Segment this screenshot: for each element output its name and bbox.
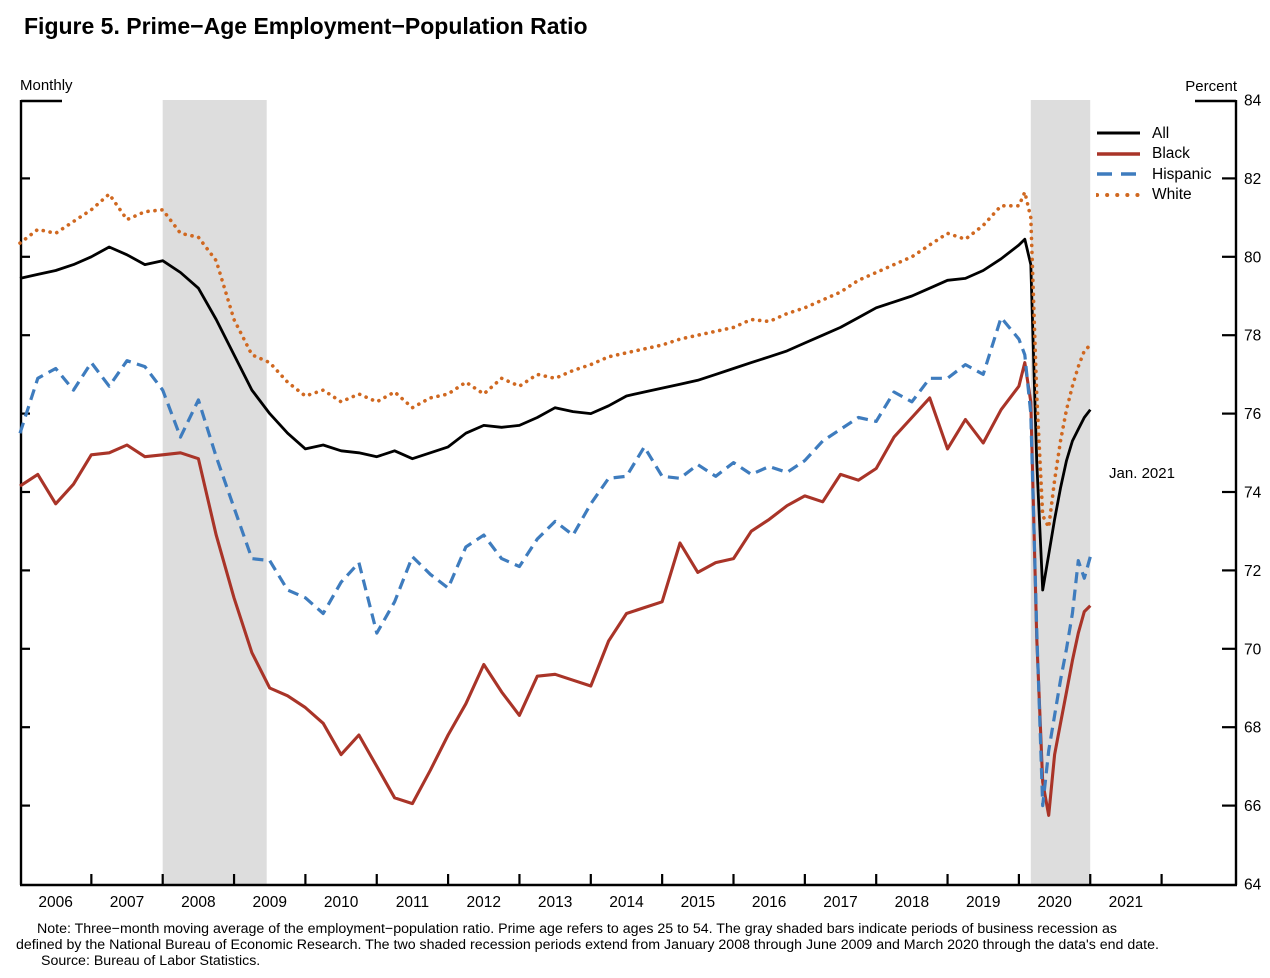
- y-tick-label-66: 66: [1244, 798, 1261, 815]
- legend-item-hispanic: Hispanic: [1096, 164, 1211, 185]
- y-tick-label-74: 74: [1244, 485, 1262, 502]
- x-tick-label-2013: 2013: [538, 894, 572, 911]
- x-tick-label-2008: 2008: [181, 894, 215, 911]
- series-black-line: [19, 361, 1092, 817]
- data-end-annotation: Jan. 2021: [1109, 465, 1175, 482]
- x-tick-label-2016: 2016: [752, 894, 786, 911]
- chart-legend: All Black Hispanic White: [1096, 123, 1211, 205]
- note-text-line-2: defined by the National Bureau of Econom…: [16, 937, 1159, 953]
- x-tick-label-2021: 2021: [1109, 894, 1143, 911]
- legend-label-black: Black: [1152, 145, 1190, 163]
- data-series: [18, 190, 1093, 817]
- legend-item-black: Black: [1096, 144, 1211, 165]
- y-axis-tick-labels: 64 66 68 70 72 74 76 78 80 82 84: [1244, 93, 1262, 894]
- x-tick-label-2011: 2011: [396, 894, 429, 911]
- figure-title: Figure 5. Prime−Age Employment−Populatio…: [24, 13, 588, 39]
- x-tick-label-2020: 2020: [1037, 894, 1072, 911]
- y-tick-label-70: 70: [1244, 641, 1262, 658]
- legend-label-all: All: [1152, 124, 1170, 142]
- series-all-line: [19, 237, 1092, 592]
- x-tick-label-2019: 2019: [966, 894, 1000, 911]
- y-tick-label-78: 78: [1244, 328, 1261, 345]
- x-tick-label-2017: 2017: [823, 894, 857, 911]
- x-tick-label-2010: 2010: [324, 894, 359, 911]
- y-tick-label-82: 82: [1244, 171, 1261, 188]
- y-tick-label-72: 72: [1244, 563, 1261, 580]
- x-tick-label-2015: 2015: [681, 894, 715, 911]
- note-text-line-1: Note: Three−month moving average of the …: [37, 921, 1117, 937]
- y-tick-label-76: 76: [1244, 406, 1261, 423]
- x-tick-label-2009: 2009: [252, 894, 286, 911]
- legend-swatch-all: [1097, 131, 1140, 135]
- x-tick-label-2012: 2012: [467, 894, 501, 911]
- figure-notes: Note: Three−month moving average of the …: [0, 921, 1270, 969]
- x-axis-tick-labels: 2006 2007 2008 2009 2010 2011 2012 2013 2014 2015…: [38, 894, 1143, 911]
- y-tick-label-68: 68: [1244, 720, 1261, 737]
- y-tick-label-84: 84: [1244, 93, 1262, 110]
- x-tick-label-2006: 2006: [38, 894, 72, 911]
- x-tick-label-2018: 2018: [895, 894, 929, 911]
- y-axis-unit-label: Percent: [1185, 78, 1237, 95]
- recession-band-1: [162, 100, 267, 885]
- legend-swatch-black: [1097, 152, 1140, 156]
- legend-item-white: White: [1096, 185, 1211, 206]
- frequency-label: Monthly: [20, 77, 73, 94]
- series-white-line: [18, 190, 1093, 530]
- y-tick-label-80: 80: [1244, 249, 1262, 266]
- y-tick-label-64: 64: [1244, 877, 1262, 894]
- source-text: Source: Bureau of Labor Statistics.: [41, 953, 261, 969]
- legend-label-hispanic: Hispanic: [1152, 165, 1212, 183]
- legend-item-all: All: [1096, 123, 1211, 144]
- legend-swatch-hispanic: [1097, 172, 1140, 176]
- x-tick-label-2014: 2014: [609, 894, 644, 911]
- legend-label-white: White: [1152, 186, 1192, 204]
- legend-swatch-white: [1096, 192, 1141, 197]
- recession-bands: [162, 100, 1091, 885]
- axis-ticks: [21, 177, 1236, 885]
- series-hispanic-line: [18, 316, 1092, 808]
- x-tick-label-2007: 2007: [110, 894, 144, 911]
